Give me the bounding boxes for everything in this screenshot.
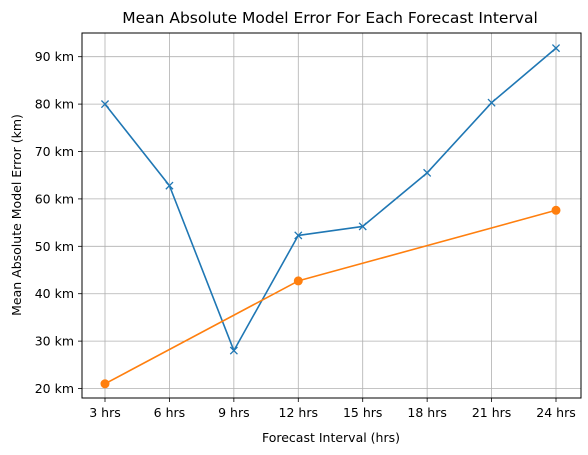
y-axis-label: Mean Absolute Model Error (km) — [9, 114, 24, 316]
series-1 — [100, 205, 561, 389]
x-tick-label: 21 hrs — [472, 405, 511, 420]
grid-layer — [82, 33, 581, 398]
data-point-x-marker — [423, 168, 432, 177]
y-tick-label: 50 km — [35, 239, 74, 254]
x-tick-label: 3 hrs — [89, 405, 121, 420]
data-point-x-marker — [165, 181, 174, 190]
data-point-x-marker — [551, 44, 561, 53]
data-point-x-marker — [229, 346, 238, 355]
series-layer — [100, 44, 561, 389]
y-axis: 20 km 30 km 40 km 50 km 60 km 70 km 80 km 90 km — [35, 49, 82, 396]
data-point-x-marker — [100, 100, 110, 109]
data-point-circle-marker — [293, 276, 303, 286]
y-tick-label: 60 km — [35, 191, 74, 206]
plot-frame — [81, 32, 582, 399]
y-tick-label: 30 km — [35, 334, 74, 349]
data-point-circle-marker — [551, 205, 561, 215]
x-tick-label: 15 hrs — [343, 405, 382, 420]
x-axis: 3 hrs 6 hrs 9 hrs 12 hrs 15 hrs 18 hrs 21 hrs 2… — [89, 398, 576, 420]
x-tick-label: 24 hrs — [536, 405, 575, 420]
data-point-x-marker — [294, 231, 303, 240]
series-0 — [100, 44, 561, 355]
x-tick-label: 12 hrs — [279, 405, 318, 420]
x-tick-label: 18 hrs — [407, 405, 446, 420]
chart-title: Mean Absolute Model Error For Each Forec… — [122, 9, 538, 27]
y-tick-label: 20 km — [35, 381, 74, 396]
data-point-circle-marker — [100, 379, 110, 389]
data-point-x-marker — [487, 98, 496, 107]
x-tick-label: 6 hrs — [154, 405, 186, 420]
y-tick-label: 40 km — [35, 286, 74, 301]
y-tick-label: 70 km — [35, 144, 74, 159]
x-tick-label: 9 hrs — [218, 405, 250, 420]
x-axis-label: Forecast Interval (hrs) — [262, 430, 400, 445]
series-line — [104, 47, 557, 352]
y-tick-label: 90 km — [35, 49, 74, 64]
series-line — [104, 209, 557, 385]
y-tick-label: 80 km — [35, 97, 74, 112]
data-point-x-marker — [358, 222, 367, 231]
